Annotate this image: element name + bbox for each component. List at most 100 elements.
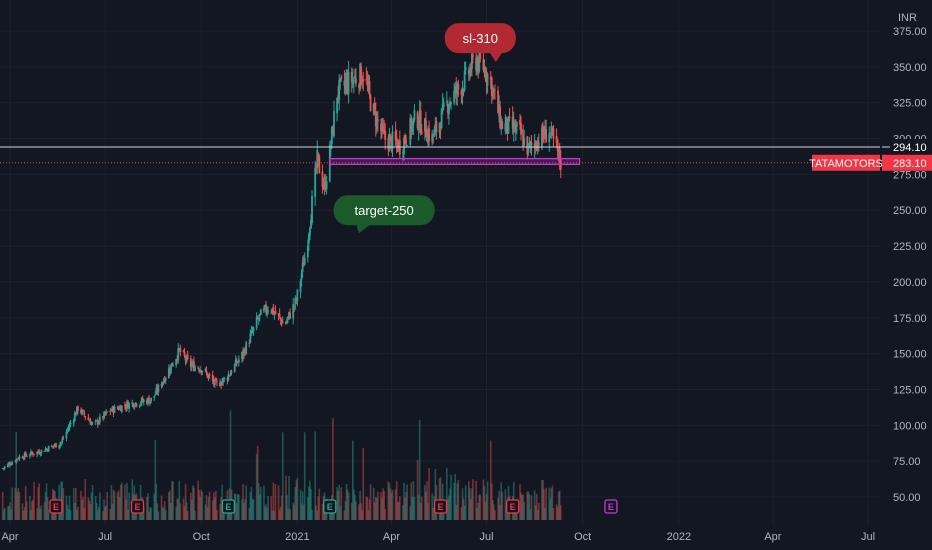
volume-bar xyxy=(80,490,82,520)
volume-bar xyxy=(395,481,398,520)
candle-body xyxy=(472,55,474,58)
candle-body xyxy=(201,370,204,373)
volume-bar xyxy=(84,478,87,520)
volume-bar xyxy=(360,502,362,520)
price-axis[interactable]: INR 375.00350.00325.00300.00275.00250.00… xyxy=(882,12,932,504)
volume-bar xyxy=(65,495,68,520)
volume-bar xyxy=(38,483,41,520)
candle-body xyxy=(515,122,518,127)
volume-bar xyxy=(479,494,482,520)
candle-body xyxy=(336,97,339,114)
volume-bar xyxy=(157,511,160,520)
candle-body xyxy=(551,129,554,132)
volume-bar xyxy=(251,498,254,520)
candle-body xyxy=(387,137,390,150)
volume-bar xyxy=(31,501,33,520)
volume-bar xyxy=(214,497,216,520)
volume-bar xyxy=(299,489,302,520)
candle-body xyxy=(449,101,451,106)
candle-body xyxy=(60,442,63,444)
volume-bar xyxy=(365,496,368,520)
candle-body xyxy=(250,330,253,334)
volume-bar xyxy=(169,490,171,520)
candle-body xyxy=(339,78,342,80)
candle-body xyxy=(272,306,275,315)
crosshair-price-label: 294.10 xyxy=(893,142,927,154)
candle-body xyxy=(446,104,449,113)
candle-body xyxy=(171,362,173,367)
candle-body xyxy=(245,342,248,354)
volume-bar xyxy=(351,440,354,520)
candle-body xyxy=(337,95,340,98)
volume-bar xyxy=(409,506,412,520)
candle-body xyxy=(523,138,526,146)
volume-bar xyxy=(303,432,306,520)
candle-body xyxy=(413,110,416,121)
volume-bar xyxy=(522,494,524,520)
volume-bar xyxy=(549,498,552,520)
candle-body xyxy=(125,407,127,409)
volume-bar xyxy=(46,497,49,520)
volume-bar xyxy=(340,487,343,520)
time-axis[interactable]: Apr Jul Oct 2021 Apr Jul Oct 2022 Apr Jul xyxy=(1,531,875,543)
candle-body xyxy=(72,420,75,424)
candle-body xyxy=(383,129,386,133)
candle-body xyxy=(235,360,238,364)
volume-bar xyxy=(104,506,106,520)
candle-body xyxy=(90,422,93,426)
candle-body xyxy=(11,462,13,465)
volume-bar xyxy=(75,487,77,520)
candle-body xyxy=(153,396,156,398)
volume-bar xyxy=(292,502,295,520)
volume-bar xyxy=(16,491,19,520)
volume-bar xyxy=(447,498,449,520)
volume-bar xyxy=(208,491,211,520)
candle-body xyxy=(395,137,398,143)
volume-bar xyxy=(494,510,496,520)
candle-body xyxy=(139,403,142,405)
candle-body xyxy=(167,368,170,379)
volume-bar xyxy=(125,499,127,520)
candle-body xyxy=(412,117,415,126)
volume-bar xyxy=(354,494,356,520)
volume-bar xyxy=(477,502,479,520)
volume-bar xyxy=(121,482,123,520)
volume-bar xyxy=(96,510,99,520)
volume-bar xyxy=(179,503,182,520)
support-zone xyxy=(329,157,581,165)
candle-body xyxy=(39,454,42,455)
candle-body xyxy=(200,370,203,373)
candle-body xyxy=(24,452,27,456)
volume-bar xyxy=(197,480,199,520)
volume-bar xyxy=(359,491,361,520)
candle-body xyxy=(77,406,79,411)
grid xyxy=(0,0,880,525)
volume-bar xyxy=(376,498,378,520)
candle-body xyxy=(534,141,537,148)
y-tick-label: 275.00 xyxy=(893,169,927,181)
volume-bar xyxy=(338,484,340,520)
volume-bar xyxy=(288,476,290,520)
volume-bar xyxy=(146,496,148,520)
volume-bar xyxy=(467,481,470,520)
volume-bar xyxy=(193,487,195,520)
candle-body xyxy=(306,245,309,258)
candle-body xyxy=(18,456,21,460)
earnings-marker-label: E xyxy=(134,502,140,512)
candle-body xyxy=(431,133,434,143)
candle-body xyxy=(333,111,335,137)
candle-body xyxy=(22,458,25,460)
volume-bar xyxy=(463,505,466,520)
volume-bar xyxy=(535,493,538,520)
candle-body xyxy=(317,152,320,158)
candle-body xyxy=(55,443,57,448)
volume-bar xyxy=(25,501,28,520)
volume-bar xyxy=(372,487,375,520)
candle-body xyxy=(59,443,62,446)
candle-body xyxy=(46,449,49,452)
candle-body xyxy=(212,379,215,384)
volume-bar xyxy=(32,499,34,520)
candle-body xyxy=(512,121,515,132)
volume-bar xyxy=(552,507,555,520)
